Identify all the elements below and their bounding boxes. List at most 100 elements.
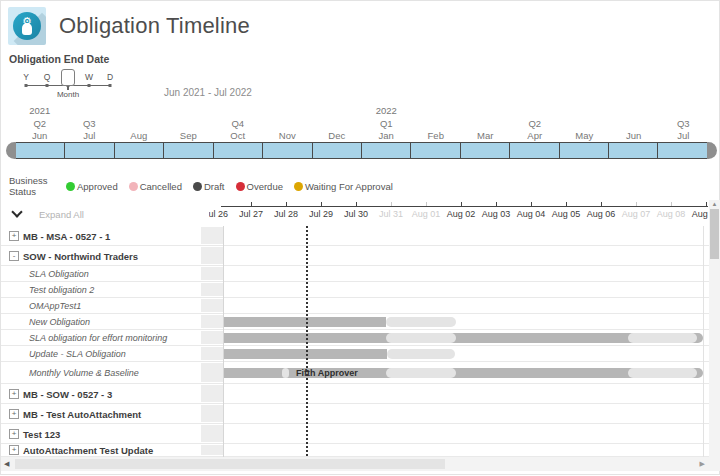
row-expander-toggle[interactable]: + [9, 389, 19, 399]
task-row-label[interactable]: MB - Test AutoAttachment [23, 408, 141, 419]
timeline-band-track[interactable] [15, 142, 708, 159]
band-cell-aug[interactable] [115, 143, 164, 158]
gantt-bar-segment[interactable] [223, 349, 387, 359]
band-cell-oct[interactable] [214, 143, 263, 158]
task-row-label[interactable]: SLA obligation for effort monitoring [29, 333, 167, 343]
expand-all-button[interactable]: Expand All [39, 209, 84, 220]
band-cell-feb[interactable] [411, 143, 460, 158]
gantt-chart: Expand All Jul 26Jul 27Jul 28Jul 29Jul 3… [1, 200, 719, 472]
row-expander-toggle[interactable]: + [9, 429, 19, 439]
head-icon [22, 23, 32, 35]
band-left-handle[interactable] [6, 142, 16, 159]
legend-item-overdue[interactable]: Overdue [236, 181, 283, 192]
task-row-label[interactable]: Test 123 [23, 428, 60, 439]
task-row-label[interactable]: New Obligation [29, 317, 90, 327]
task-row-label[interactable]: MB - MSA - 0527 - 1 [23, 230, 110, 241]
axis-day-label: Jul 26 [209, 209, 228, 219]
titlebar: ⚙ Obligation Timeline [8, 6, 250, 46]
band-month-label: Dec [328, 130, 345, 141]
task-row-label[interactable]: OMAppTest1 [29, 301, 81, 311]
band-cell-dec[interactable] [313, 143, 362, 158]
slider-stop-dot [25, 84, 28, 87]
task-row-label[interactable]: SOW - Northwind Traders [23, 250, 138, 261]
task-row-label[interactable]: SLA Obligation [29, 269, 89, 279]
task-row-label[interactable]: AutoAttachment Test Update [23, 445, 153, 456]
gantt-bar-segment[interactable] [628, 368, 697, 378]
band-cell-jul[interactable] [65, 143, 114, 158]
vertical-scroll-thumb[interactable] [710, 209, 719, 259]
task-row-label[interactable]: Test obligation 2 [29, 285, 94, 295]
band-cell-nov[interactable] [263, 143, 312, 158]
task-row[interactable]: Update - SLA Obligation [1, 346, 709, 362]
legend-item-cancelled[interactable]: Cancelled [129, 181, 182, 192]
task-row-label[interactable]: Update - SLA Obligation [29, 349, 126, 359]
granularity-option-d[interactable]: D [107, 72, 113, 82]
row-expander-toggle[interactable]: + [9, 231, 19, 241]
axis-day-tick [566, 202, 567, 206]
band-cell-jul[interactable] [658, 143, 706, 158]
legend-item-waiting-for-approval[interactable]: Waiting For Approval [294, 181, 393, 192]
row-grip-strip [201, 363, 223, 382]
task-row[interactable]: + MB - SOW - 0527 - 3 [1, 384, 709, 404]
band-right-handle[interactable] [707, 142, 717, 159]
row-grip-strip [201, 227, 223, 244]
band-cell-jan[interactable] [362, 143, 411, 158]
slider-selected-box[interactable] [61, 69, 75, 86]
vertical-scrollbar[interactable]: ▲ [709, 200, 720, 457]
band-cell-sep[interactable] [164, 143, 213, 158]
gantt-bar-segment[interactable] [282, 368, 289, 378]
task-row[interactable]: + MB - MSA - 0527 - 1 [1, 226, 709, 246]
horizontal-scroll-thumb[interactable] [15, 459, 445, 469]
gantt-bar-segment[interactable] [628, 333, 697, 343]
field-label: Obligation End Date [9, 53, 109, 65]
gantt-bar-segment[interactable] [386, 333, 456, 343]
task-row[interactable]: + Test 123 [1, 424, 709, 444]
scroll-right-arrow-icon[interactable]: ▶ [700, 460, 705, 468]
chevron-down-icon[interactable] [11, 206, 22, 217]
task-row[interactable]: Monthly Volume & BaselineFifth Approver [1, 362, 709, 384]
gantt-bar-segment[interactable] [223, 317, 386, 327]
gantt-bar-segment[interactable] [386, 317, 456, 327]
band-month-label: Aug [130, 130, 147, 141]
scroll-up-arrow-icon[interactable]: ▲ [709, 201, 720, 207]
task-column-divider[interactable] [223, 226, 224, 457]
band-month-label: Jan [379, 130, 394, 141]
row-expander-toggle[interactable]: + [9, 445, 19, 455]
granularity-slider[interactable]: YQMWD Month [1, 67, 141, 101]
gantt-bar-segment[interactable] [387, 349, 455, 359]
band-quarter-label: Q2 [33, 118, 46, 129]
task-row[interactable]: -SOW - Northwind Traders [1, 246, 709, 266]
row-expander-toggle[interactable]: - [9, 251, 19, 261]
axis-day-label: Aug 02 [447, 209, 476, 219]
task-row[interactable]: New Obligation [1, 314, 709, 330]
band-cell-jun[interactable] [16, 143, 65, 158]
legend-item-approved[interactable]: Approved [66, 181, 118, 192]
granularity-option-q[interactable]: Q [44, 72, 51, 82]
band-cell-apr[interactable] [510, 143, 559, 158]
band-cell-jun[interactable] [609, 143, 658, 158]
task-row[interactable]: + MB - Test AutoAttachment [1, 404, 709, 424]
row-grip-strip [201, 283, 223, 296]
band-cell-mar[interactable] [461, 143, 510, 158]
task-row[interactable]: SLA obligation for effort monitoring [1, 330, 709, 346]
task-row[interactable]: SLA Obligation [1, 266, 709, 282]
row-expander-toggle[interactable]: + [9, 409, 19, 419]
legend-item-draft[interactable]: Draft [193, 181, 225, 192]
axis-day-label: Jul 29 [309, 209, 333, 219]
task-row[interactable]: Test obligation 2 [1, 282, 709, 298]
slider-stop-dot [46, 84, 49, 87]
row-grip-strip [201, 405, 223, 422]
horizontal-scrollbar[interactable]: ◀ ▶ [1, 457, 709, 471]
task-row[interactable]: + AutoAttachment Test Update [1, 444, 709, 457]
task-row-label[interactable]: Monthly Volume & Baseline [29, 368, 139, 378]
task-row[interactable]: OMAppTest1 [1, 298, 709, 314]
granularity-option-w[interactable]: W [85, 72, 93, 82]
gantt-bar-segment[interactable] [386, 368, 456, 378]
granularity-option-y[interactable]: Y [23, 72, 29, 82]
task-row-label[interactable]: MB - SOW - 0527 - 3 [23, 388, 112, 399]
band-month-label: Mar [477, 130, 493, 141]
scroll-left-arrow-icon[interactable]: ◀ [4, 460, 9, 468]
band-month-label: Oct [230, 130, 245, 141]
gantt-header: Expand All Jul 26Jul 27Jul 28Jul 29Jul 3… [1, 200, 719, 226]
band-cell-may[interactable] [560, 143, 609, 158]
